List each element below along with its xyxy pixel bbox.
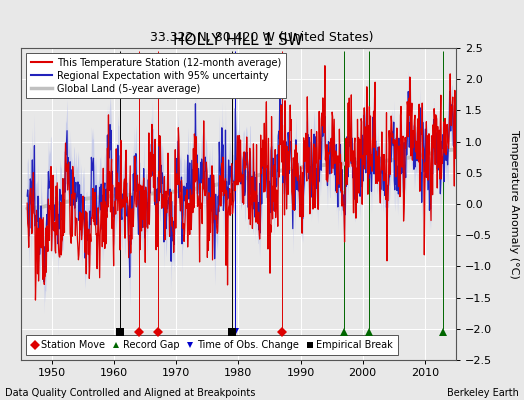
Y-axis label: Temperature Anomaly (°C): Temperature Anomaly (°C) — [509, 130, 519, 278]
Legend: Station Move, Record Gap, Time of Obs. Change, Empirical Break: Station Move, Record Gap, Time of Obs. C… — [26, 336, 398, 355]
Title: HOLLY HILL 1 SW: HOLLY HILL 1 SW — [173, 33, 303, 48]
Text: 33.322 N, 80.420 W (United States): 33.322 N, 80.420 W (United States) — [150, 32, 374, 44]
Text: Berkeley Earth: Berkeley Earth — [447, 388, 519, 398]
Text: Data Quality Controlled and Aligned at Breakpoints: Data Quality Controlled and Aligned at B… — [5, 388, 256, 398]
